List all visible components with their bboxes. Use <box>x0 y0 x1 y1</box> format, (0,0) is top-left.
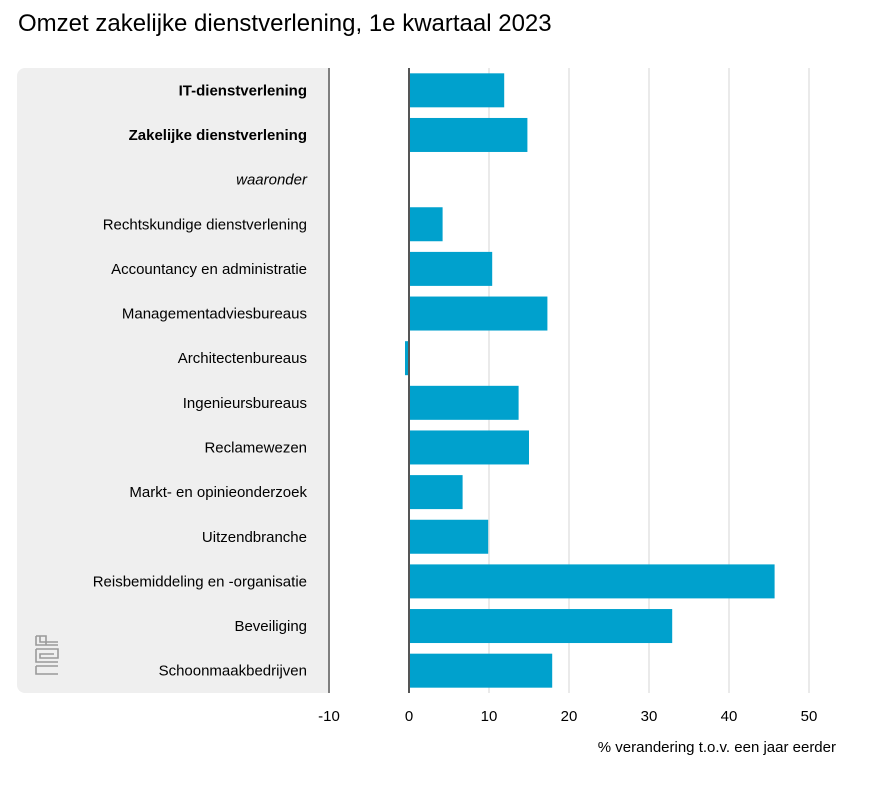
x-tick-label: 50 <box>801 708 818 725</box>
x-tick-label: 0 <box>405 708 413 725</box>
category-label: Schoonmaakbedrijven <box>159 663 307 680</box>
bar <box>409 207 443 242</box>
bars <box>405 73 775 688</box>
bar <box>409 475 463 510</box>
category-label: Accountancy en administratie <box>111 261 307 278</box>
x-tick-label: 10 <box>481 708 498 725</box>
bar <box>409 609 673 644</box>
bar <box>409 564 775 599</box>
category-label: Markt- en opinieonderzoek <box>129 484 307 501</box>
bar <box>409 653 553 688</box>
bar <box>409 73 505 108</box>
category-label: Reclamewezen <box>204 439 307 456</box>
x-tick-label: -10 <box>318 708 340 725</box>
category-label: waaronder <box>236 172 308 189</box>
bar <box>409 519 489 554</box>
category-label: Architectenbureaus <box>178 350 307 367</box>
x-tick-label: 20 <box>561 708 578 725</box>
category-label: Uitzendbranche <box>202 529 307 546</box>
bar <box>409 117 528 152</box>
x-tick-labels: -10 0 10 20 30 40 50 <box>318 708 817 725</box>
category-label: Beveiliging <box>234 618 307 635</box>
chart-title: Omzet zakelijke dienstverlening, 1e kwar… <box>18 10 552 37</box>
category-label: Zakelijke dienstverlening <box>129 127 307 144</box>
category-label: Ingenieursbureaus <box>183 395 307 412</box>
category-label-panel <box>17 68 328 693</box>
grid-lines <box>488 68 810 693</box>
bar <box>409 296 548 331</box>
x-axis-title: % verandering t.o.v. een jaar eerder <box>598 739 836 756</box>
bar <box>409 385 519 420</box>
axes <box>328 68 410 693</box>
category-label: Reisbemiddeling en -organisatie <box>93 573 307 590</box>
category-label: IT-dienstverlening <box>179 82 307 99</box>
bar <box>405 341 409 376</box>
category-labels: IT-dienstverlening Zakelijke dienstverlen… <box>93 82 308 679</box>
x-tick-label: 30 <box>641 708 658 725</box>
category-label: Managementadviesbureaus <box>122 306 307 323</box>
bar <box>409 251 493 286</box>
bar <box>409 430 529 465</box>
cbs-logo <box>35 635 59 675</box>
x-tick-label: 40 <box>721 708 738 725</box>
category-label: Rechtskundige dienstverlening <box>103 216 307 233</box>
